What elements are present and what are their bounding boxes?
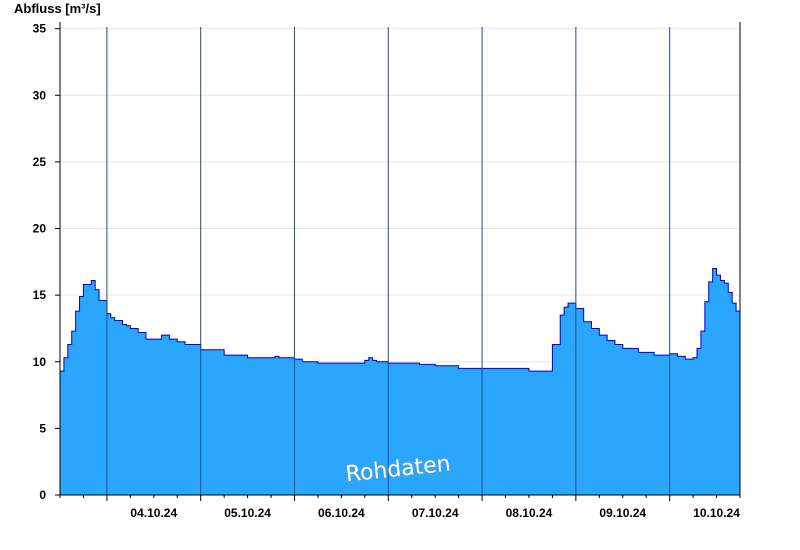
axes: [59, 22, 741, 496]
y-axis-title: Abfluss [m³/s]: [14, 1, 101, 16]
x-tick-label-5: 09.10.24: [599, 506, 646, 520]
area-line-series-0: [60, 267, 741, 372]
x-tick-label-4: 08.10.24: [506, 506, 553, 520]
area-fill-series-0: [60, 268, 740, 495]
y-tick-label-10: 10: [33, 355, 47, 369]
y-tick-label-15: 15: [33, 288, 47, 302]
day-divider-lines: [106, 27, 671, 495]
x-tick-label-3: 07.10.24: [412, 506, 459, 520]
y-tick-label-5: 5: [39, 421, 46, 435]
x-tick-label-1: 05.10.24: [224, 506, 271, 520]
x-tick-label-2: 06.10.24: [318, 506, 365, 520]
y-tick-label-35: 35: [33, 22, 47, 36]
x-axis-ticks: 04.10.24 05.10.24 06.10.24 07.10.24 08.10.24…: [59, 495, 741, 520]
y-tick-label-20: 20: [33, 222, 47, 236]
y-tick-label-0: 0: [39, 488, 46, 502]
x-tick-label-0: 04.10.24: [130, 506, 177, 520]
y-tick-label-30: 30: [33, 88, 47, 102]
area-series: [60, 267, 741, 495]
x-tick-label-6: 10.10.24: [693, 506, 740, 520]
y-tick-label-25: 25: [33, 155, 47, 169]
y-axis-ticks: 0 5 10 15 20 25 30 35: [33, 22, 60, 502]
